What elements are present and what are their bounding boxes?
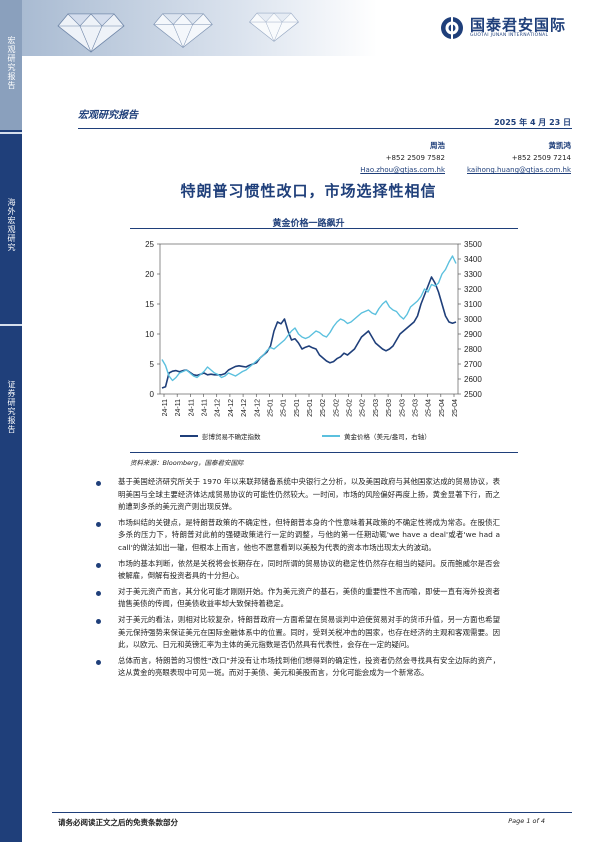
- y-right-tick-label: 2700: [464, 360, 482, 369]
- x-tick-label: 24-11: [162, 399, 169, 416]
- bullet-icon: [96, 618, 101, 624]
- x-tick-label: 25-03: [386, 399, 393, 417]
- diamond-decoration: [57, 13, 125, 53]
- x-tick-label: 25-02: [320, 399, 327, 417]
- x-tick-label: 25-02: [333, 399, 340, 417]
- divider: [52, 812, 572, 813]
- x-tick-label: 24-12: [228, 399, 235, 417]
- page-number: Page 1 of 4: [508, 817, 545, 825]
- divider: [130, 228, 518, 229]
- x-tick-label: 25-01: [294, 399, 301, 417]
- bullet-icon: [96, 659, 101, 665]
- bullet-item: 市场纠结的关键点，是特朗普政策的不确定性，但特朗普本身的个性意味着其政策的不确定…: [96, 517, 500, 555]
- y-right-tick-label: 3100: [464, 300, 482, 309]
- bullet-item: 市场的基本判断，依然是关税将会长期存在，同时所谓的贸易协议的稳定性仍然存在相当的…: [96, 558, 500, 583]
- gold-price-line: [161, 255, 457, 382]
- x-tick-label: 24-12: [254, 399, 261, 417]
- author-block: 周浩 +852 2509 7582 Hao.zhou@gtjas.com.hk: [360, 140, 445, 176]
- y-right-tick-label: 2900: [464, 330, 482, 339]
- bullet-item: 对于美元资产而言，其分化可能才刚刚开始。作为美元资产的基石，美债的重要性不言而喻…: [96, 586, 500, 611]
- footer-disclaimer: 请务必阅读正文之后的免责条款部分: [58, 818, 178, 827]
- chart-source: 资料来源：Bloomberg，国泰君安国际: [130, 459, 244, 467]
- report-type: 宏观研究报告: [78, 110, 138, 121]
- legend-swatch: [322, 435, 340, 437]
- x-tick-label: 25-03: [412, 399, 419, 417]
- y-right-tick-label: 2500: [464, 390, 482, 399]
- author-name: 周浩: [430, 141, 445, 150]
- author-email-link[interactable]: kaihong.huang@gtjas.com.hk: [467, 166, 571, 174]
- y-left-tick-label: 10: [145, 330, 154, 339]
- bullet-list: 基于美国经济研究所关于 1970 年以来联邦储备系统中央银行之分析，以及美国政府…: [96, 476, 500, 683]
- y-right-tick-label: 3400: [464, 255, 482, 264]
- author-phone: +852 2509 7582: [385, 154, 445, 162]
- x-tick-label: 25-01: [307, 399, 314, 417]
- y-right-tick-label: 3500: [464, 240, 482, 249]
- uncertainty-index-line: [161, 276, 457, 389]
- y-left-tick-label: 20: [145, 270, 154, 279]
- sidebar-section-overseas: 海外宏观研究: [0, 132, 22, 322]
- x-tick-label: 24-11: [188, 399, 195, 416]
- chart-title: 黄金价格一路飙升: [272, 219, 345, 229]
- author-phone: +852 2509 7214: [511, 154, 571, 162]
- brand-name-en: GUOTAI JUNAN INTERNATIONAL: [470, 33, 549, 38]
- x-tick-label: 24-11: [175, 399, 182, 416]
- x-tick-label: 24-11: [202, 399, 209, 416]
- sidebar-section-securities: 证券研究报告: [0, 324, 22, 842]
- y-left-tick-label: 0: [150, 390, 155, 399]
- x-tick-label: 25-01: [267, 399, 274, 417]
- y-left-tick-label: 25: [145, 240, 154, 249]
- gold-price-chart: 0 5 10 15 20 25 2500 2600 2700 2800 2900 3000 3100 32…: [145, 240, 482, 417]
- diamond-decoration: [249, 12, 299, 42]
- divider: [78, 128, 572, 129]
- x-tick-label: 25-04: [426, 399, 433, 417]
- x-tick-label: 24-12: [241, 399, 248, 417]
- bullet-item: 总体而言，特朗普的习惯性"改口"并没有让市场找到他们想得到的确定性，投资者仍然会…: [96, 655, 500, 680]
- bullet-icon: [96, 521, 101, 527]
- report-date: 2025 年 4 月 23 日: [494, 118, 571, 127]
- x-tick-label: 25-04: [439, 399, 446, 417]
- left-sidebar: 宏观研究报告 海外宏观研究 证券研究报告: [0, 0, 22, 842]
- bullet-icon: [96, 481, 101, 486]
- x-tick-label: 24-12: [215, 399, 222, 417]
- x-tick-label: 25-04: [452, 399, 459, 417]
- x-tick-label: 25-03: [399, 399, 406, 417]
- sidebar-section-macro: 宏观研究报告: [0, 0, 22, 130]
- author-name: 黄凯鸿: [548, 141, 572, 150]
- x-tick-label: 25-02: [347, 399, 354, 417]
- y-left-tick-label: 5: [150, 360, 155, 369]
- y-right-tick-label: 3200: [464, 285, 482, 294]
- legend-item-uncertainty: 彭博贸易不确定指数: [180, 431, 261, 441]
- brand-logo: 国泰君安国际 GUOTAI JUNAN INTERNATIONAL: [440, 16, 566, 40]
- y-right-tick-label: 2800: [464, 345, 482, 354]
- logo-icon: [441, 17, 463, 39]
- y-left-tick-label: 15: [145, 300, 154, 309]
- legend-item-gold: 黄金价格（美元/盎司，右轴）: [322, 431, 431, 441]
- header-band: 国泰君安国际 GUOTAI JUNAN INTERNATIONAL: [22, 0, 595, 56]
- bullet-item: 对于美元的看法，则相对比较复杂，特朗普政府一方面希望在贸易谈判中迫使贸易对手的货…: [96, 614, 500, 652]
- x-tick-label: 25-03: [373, 399, 380, 417]
- y-right-tick-label: 3000: [464, 315, 482, 324]
- y-right-tick-label: 2600: [464, 375, 482, 384]
- y-right-tick-label: 3300: [464, 270, 482, 279]
- author-block: 黄凯鸿 +852 2509 7214 kaihong.huang@gtjas.c…: [467, 140, 571, 176]
- legend-swatch: [180, 435, 198, 437]
- bullet-icon: [96, 562, 101, 568]
- divider: [130, 452, 518, 453]
- brand-name-cn: 国泰君安国际: [470, 16, 567, 34]
- author-email-link[interactable]: Hao.zhou@gtjas.com.hk: [360, 166, 445, 174]
- report-title: 特朗普习惯性改口，市场选择性相信: [180, 182, 437, 200]
- bullet-item: 基于美国经济研究所关于 1970 年以来联邦储备系统中央银行之分析，以及美国政府…: [96, 476, 500, 514]
- diamond-decoration: [153, 13, 213, 49]
- x-tick-label: 25-02: [360, 399, 367, 417]
- bullet-icon: [96, 590, 101, 596]
- x-tick-label: 25-01: [281, 399, 288, 417]
